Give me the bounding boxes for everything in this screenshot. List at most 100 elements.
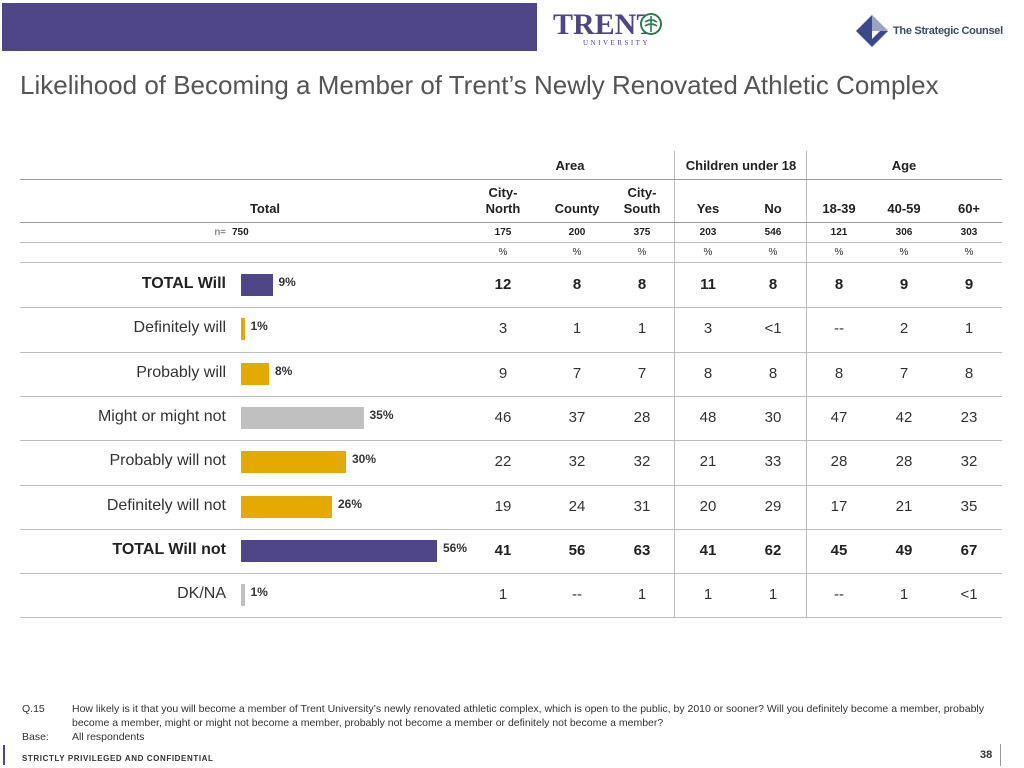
footnote-base-text: All respondents — [72, 731, 145, 743]
table-cell: 45 — [830, 541, 848, 559]
table-cell: 46 — [494, 409, 512, 427]
table-cell: 1 — [498, 586, 508, 604]
table-cell: 8 — [572, 276, 582, 294]
table-cell: 28 — [830, 453, 848, 471]
n-value: 546 — [764, 227, 782, 238]
rule-percent-row — [20, 262, 1002, 263]
table-cell: 29 — [764, 497, 782, 515]
table-cell: 9 — [899, 276, 909, 294]
percent-unit: % — [498, 247, 508, 258]
col-age-18-39: 18-39 — [822, 201, 856, 216]
col-yes: Yes — [696, 201, 720, 216]
table-cell: 28 — [895, 453, 913, 471]
table-cell: 48 — [699, 409, 717, 427]
page-title: Likelihood of Becoming a Member of Trent… — [20, 70, 939, 100]
total-bar — [241, 451, 346, 474]
row-rule — [20, 440, 1002, 441]
percent-unit: % — [768, 247, 778, 258]
row-rule — [20, 352, 1002, 353]
page-number: 38 — [980, 749, 993, 761]
table-cell: 3 — [498, 320, 508, 338]
table-cell: 17 — [830, 497, 848, 515]
table-cell: 35 — [960, 497, 978, 515]
row-label: DK/NA — [177, 585, 226, 603]
percent-unit: % — [834, 247, 844, 258]
col-city-north-line2: North — [485, 201, 521, 216]
table-cell: 21 — [699, 453, 717, 471]
footnote-question-text: How likely is it that you will become a … — [72, 703, 984, 729]
total-bar-label: 35% — [369, 408, 394, 423]
table-cell: 12 — [494, 276, 512, 294]
table-cell: 7 — [899, 364, 909, 382]
table-cell: 11 — [700, 276, 716, 294]
n-value: 121 — [830, 227, 848, 238]
strategic-counsel-mark-icon — [856, 15, 888, 47]
rule-group-header — [20, 179, 1002, 180]
table-cell: 1 — [637, 586, 647, 604]
n-value: 303 — [960, 227, 978, 238]
table-cell: 7 — [572, 364, 582, 382]
table-cell: 1 — [572, 320, 582, 338]
n-value: 200 — [568, 227, 586, 238]
total-bar — [241, 274, 273, 297]
total-bar-label: 9% — [278, 275, 296, 290]
trent-university-logo: TRENT UNIVERSITY — [553, 10, 668, 50]
row-rule — [20, 485, 1002, 486]
total-bar — [241, 407, 364, 430]
table-cell: 8 — [834, 364, 844, 382]
trent-emblem-icon — [640, 13, 662, 35]
row-rule — [20, 307, 1002, 308]
total-bar — [241, 584, 245, 607]
col-age-60-plus: 60+ — [957, 201, 981, 216]
col-age-40-59: 40-59 — [887, 201, 921, 216]
table-cell: 42 — [895, 409, 913, 427]
total-bar-label: 26% — [338, 496, 363, 511]
page-number-rule — [1000, 744, 1001, 766]
n-value-total: 750 — [232, 227, 249, 238]
table-cell: 8 — [768, 364, 778, 382]
table-cell: 22 — [494, 453, 512, 471]
table-cell: 28 — [633, 409, 651, 427]
total-bar — [241, 362, 269, 385]
row-rule — [20, 617, 1002, 618]
total-bar-label: 8% — [275, 363, 293, 378]
table-cell: 41 — [494, 541, 512, 559]
percent-unit: % — [637, 247, 647, 258]
table-cell: 7 — [637, 364, 647, 382]
separator-children-age — [806, 151, 807, 617]
rule-n-row — [20, 242, 1002, 243]
table-cell: 1 — [964, 320, 974, 338]
total-bar-label: 1% — [250, 319, 268, 334]
table-cell: 21 — [895, 497, 913, 515]
row-rule — [20, 396, 1002, 397]
total-bar-label: 30% — [352, 452, 377, 467]
group-header-area: Area — [555, 158, 585, 173]
table-cell: 8 — [637, 276, 647, 294]
table-cell: 67 — [960, 541, 978, 559]
col-city-north: City- North — [472, 185, 534, 217]
table-cell: 9 — [498, 364, 508, 382]
table-cell: 56 — [568, 541, 586, 559]
total-bar-label: 1% — [250, 585, 268, 600]
table-cell: 62 — [764, 541, 782, 559]
n-label: n= — [214, 227, 226, 238]
table-cell: 23 — [960, 409, 978, 427]
percent-unit: % — [899, 247, 909, 258]
col-city-south: City- South — [611, 185, 673, 217]
table-cell: 31 — [633, 497, 651, 515]
footer-accent — [3, 745, 5, 765]
table-cell: 8 — [768, 276, 778, 294]
table-cell: 41 — [699, 541, 717, 559]
trent-logo-word: TRENT — [553, 8, 657, 41]
table-cell: 1 — [768, 586, 778, 604]
table-cell: 32 — [568, 453, 586, 471]
group-header-children: Children under 18 — [685, 158, 797, 173]
table-cell: 30 — [764, 409, 782, 427]
table-cell: 63 — [633, 541, 651, 559]
col-city-south-line1: City- — [627, 185, 657, 200]
table-cell: 8 — [964, 364, 974, 382]
total-bar — [241, 539, 437, 562]
confidential-notice: STRICTLY PRIVILEGED AND CONFIDENTIAL — [22, 754, 214, 763]
total-bar — [241, 318, 245, 341]
n-value: 306 — [895, 227, 913, 238]
